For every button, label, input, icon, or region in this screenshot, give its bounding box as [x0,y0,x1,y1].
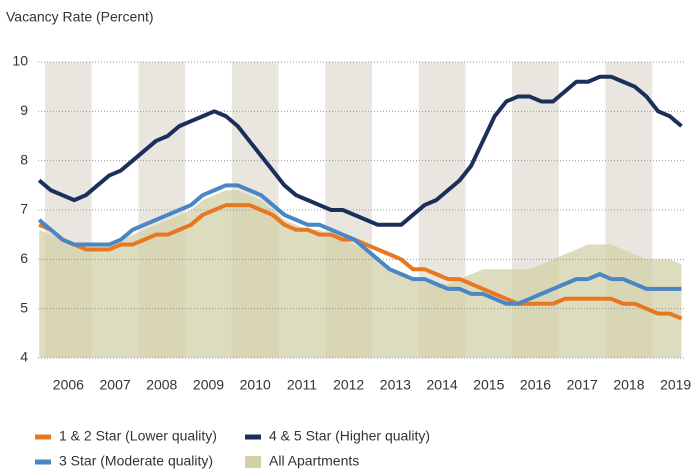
x-tick-label: 2007 [100,377,131,393]
x-tick-label: 2009 [193,377,224,393]
x-tick-label: 2010 [240,377,271,393]
y-tick-label: 10 [12,53,28,69]
line [37,183,682,306]
legend-swatch [245,456,261,468]
x-tick-label: 2017 [567,377,598,393]
x-tick-label: 2016 [520,377,551,393]
x-tick-label: 2018 [613,377,644,393]
legend-label: 1 & 2 Star (Lower quality) [59,428,217,444]
x-tick-label: 2019 [660,377,691,393]
x-tick-label: 2008 [146,377,177,393]
x-tick-label: 2011 [287,377,317,393]
line [37,74,683,227]
x-tick-label: 2012 [333,377,364,393]
legend-label: All Apartments [269,453,359,469]
x-tick-label: 2006 [53,377,84,393]
legend-label: 4 & 5 Star (Higher quality) [269,428,430,444]
y-tick-label: 5 [20,299,28,315]
area [39,190,682,358]
y-tick-label: 8 [20,151,28,167]
legend-label: 3 Star (Moderate quality) [59,453,213,469]
x-tick-label: 2015 [473,377,504,393]
y-tick-label: 7 [20,201,28,217]
y-tick-label: 9 [20,102,28,118]
x-tick-label: 2014 [427,377,458,393]
chart-title: Vacancy Rate (Percent) [6,9,154,25]
x-tick-label: 2013 [380,377,411,393]
y-tick-label: 6 [20,250,28,266]
y-tick-label: 4 [20,349,28,365]
